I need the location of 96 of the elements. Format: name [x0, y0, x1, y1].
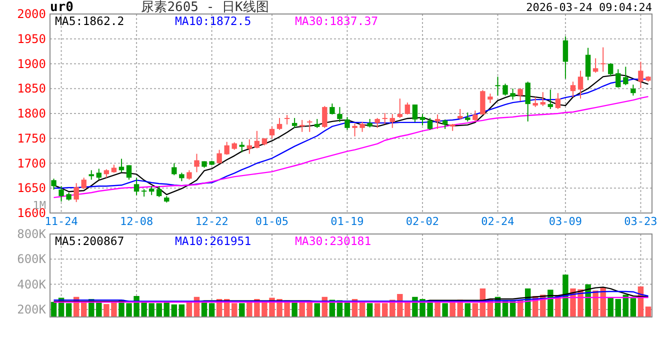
candlestick — [186, 170, 192, 180]
candlestick — [58, 186, 64, 202]
candlestick — [254, 130, 260, 149]
candlestick — [344, 116, 350, 130]
text: MA10:1872.5 — [175, 14, 252, 28]
candlestick — [518, 88, 523, 102]
x-tick-label: 03-09 — [548, 215, 582, 228]
candlestick — [96, 168, 102, 180]
candlestick — [224, 141, 230, 156]
candlestick — [630, 84, 636, 96]
candlestick — [623, 66, 628, 86]
candlestick — [404, 102, 410, 115]
candlestick — [562, 36, 568, 80]
y-tick-label: 200K — [17, 302, 47, 316]
y-tick-label: 1800 — [17, 106, 46, 120]
text: MA5:1862.2 — [55, 14, 124, 28]
candlestick — [608, 62, 614, 77]
line-series — [53, 96, 649, 198]
y-tick-label: 1900 — [17, 56, 46, 71]
y-tick-label: 1850 — [17, 82, 46, 96]
x-tick-label: 02-02 — [406, 215, 440, 228]
x-tick-label: 03-23 — [624, 215, 658, 228]
candlestick — [134, 177, 140, 196]
y-tick-label: 1750 — [17, 131, 46, 146]
y-tick-label: 1650 — [17, 181, 46, 196]
annotation: 2026-03-24 09:04:24 — [526, 1, 652, 14]
candlestick — [382, 112, 388, 124]
candlestick — [360, 121, 365, 132]
candlestick — [299, 119, 305, 132]
text: MA5:200867 — [55, 234, 124, 248]
candlestick — [555, 92, 561, 110]
chart-title: 尿素2605 - 日K线图 — [141, 0, 269, 15]
candlestick — [472, 110, 478, 122]
candlestick — [592, 58, 598, 74]
candlestick — [480, 90, 486, 115]
y-tick-label: 1700 — [17, 156, 46, 170]
y-tick-label: 2000 — [17, 7, 46, 21]
candlestick — [118, 158, 124, 173]
x-tick-label: 12-08 — [120, 215, 154, 228]
candlestick — [420, 113, 426, 126]
candlestick — [390, 113, 395, 128]
candlestick — [216, 149, 222, 164]
y-tick-label: 600K — [17, 252, 47, 266]
candlestick — [585, 47, 591, 81]
candlestick — [51, 178, 56, 190]
candlestick — [458, 108, 463, 120]
candlestick — [322, 106, 328, 128]
text: MA30:1837.37 — [295, 14, 378, 28]
candlestick — [88, 170, 94, 180]
candlestick — [525, 81, 530, 122]
line-series — [53, 290, 649, 302]
y-tick-label: 1950 — [17, 32, 46, 46]
candlestick — [269, 126, 275, 139]
candlestick — [337, 106, 342, 122]
x-tick-label: 11-24 — [44, 215, 78, 228]
candlestick — [397, 98, 403, 118]
candlestick — [540, 92, 546, 107]
x-tick-label: 01-05 — [255, 215, 289, 228]
candlestick — [307, 119, 312, 132]
candlestick — [172, 162, 177, 176]
candlestick — [330, 103, 335, 115]
candlestick — [502, 83, 508, 96]
candlestick — [194, 153, 200, 173]
text: MA30:230181 — [295, 234, 372, 248]
candlestick — [510, 88, 516, 100]
x-tick-label: 02-24 — [481, 215, 515, 228]
candlestick — [548, 89, 554, 110]
candlestick — [126, 164, 132, 180]
candlestick — [156, 186, 162, 198]
candlestick — [578, 70, 584, 100]
candlestick — [292, 117, 298, 128]
candlestick — [284, 114, 290, 125]
candlestick — [638, 61, 644, 89]
x-tick-label: 12-22 — [195, 215, 228, 228]
candlestick — [570, 81, 576, 98]
candlestick — [600, 46, 606, 72]
candlestick — [81, 177, 86, 190]
candlestick — [276, 117, 282, 130]
candlestick — [495, 76, 500, 96]
annotation: ur0 — [50, 0, 74, 15]
candlestick — [74, 182, 79, 203]
y-tick-label: 400K — [17, 277, 47, 292]
text: MA10:261951 — [175, 234, 252, 248]
candlestick — [616, 68, 621, 88]
candlestick — [532, 96, 538, 108]
candlestick — [374, 117, 380, 128]
candlestick — [488, 93, 493, 104]
candlestick — [434, 114, 440, 130]
x-tick-label: 01-19 — [330, 215, 364, 228]
candlestick — [239, 141, 244, 153]
candlestick — [412, 104, 418, 122]
candlestick — [352, 122, 358, 137]
candlestick — [442, 118, 448, 130]
candlestick — [427, 117, 433, 130]
y-tick-label: 800K — [17, 227, 47, 241]
candlestick — [246, 138, 252, 154]
